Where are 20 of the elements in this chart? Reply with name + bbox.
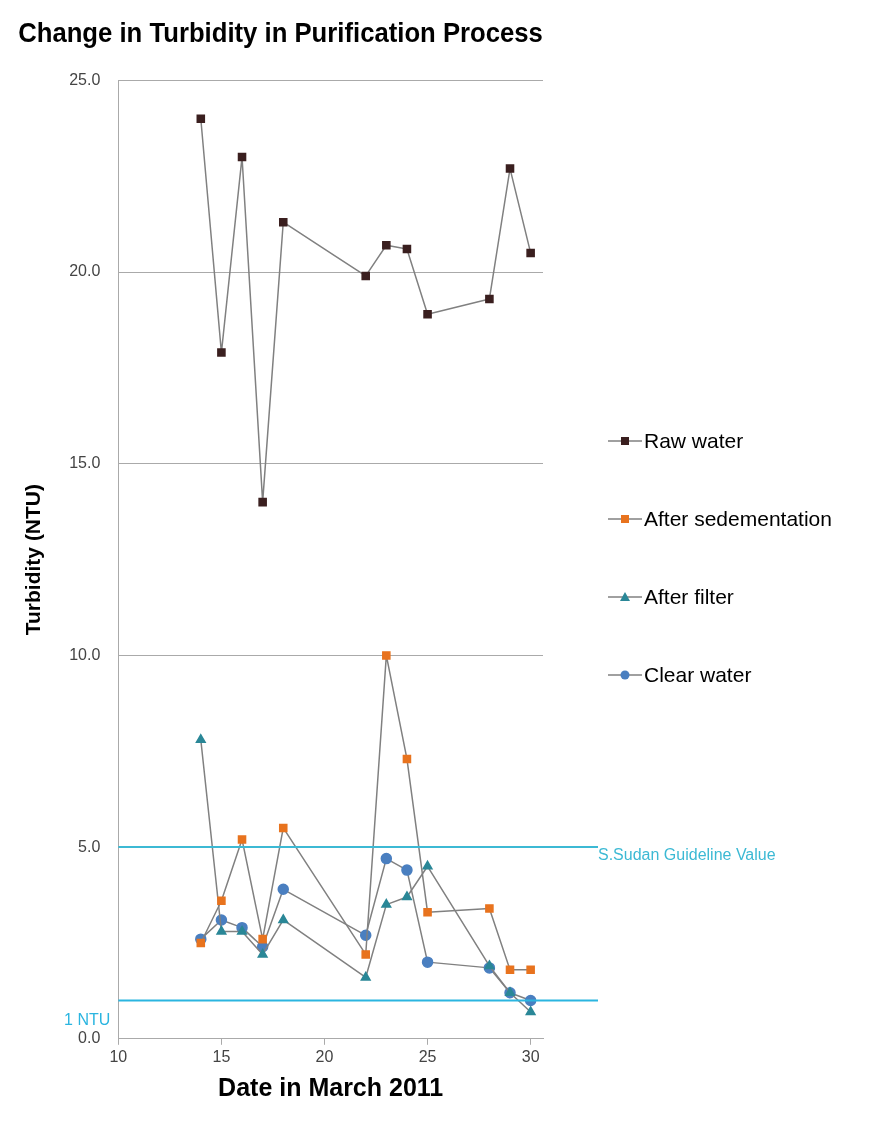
legend-label: After filter: [644, 584, 734, 610]
x-axis-title: Date in March 2011: [218, 1072, 444, 1101]
chart-title: Change in Turbidity in Purification Process: [18, 17, 543, 48]
x-tick-label: 15: [212, 1047, 231, 1065]
y-tick-label: 10.0: [69, 645, 101, 663]
y-tick-label: 20.0: [69, 262, 101, 280]
y-tick-label: 15.0: [69, 454, 101, 472]
y-tick-label: 0.0: [78, 1029, 101, 1047]
ref-line-label: 1 NTU: [64, 1010, 111, 1028]
x-tick-label: 25: [418, 1047, 437, 1065]
legend-label: After sedementation: [644, 506, 832, 532]
ref-line-label: S.Sudan Guideline Value: [598, 845, 776, 863]
legend-label: Clear water: [644, 662, 752, 688]
legend-label: Raw water: [644, 428, 744, 454]
x-tick-label: 10: [109, 1047, 128, 1065]
x-tick-label: 30: [521, 1047, 540, 1065]
x-tick-label: 20: [315, 1047, 334, 1065]
y-tick-label: 25.0: [69, 70, 101, 88]
y-tick-label: 5.0: [78, 837, 101, 855]
y-axis-title: Turbidity (NTU): [21, 483, 45, 636]
